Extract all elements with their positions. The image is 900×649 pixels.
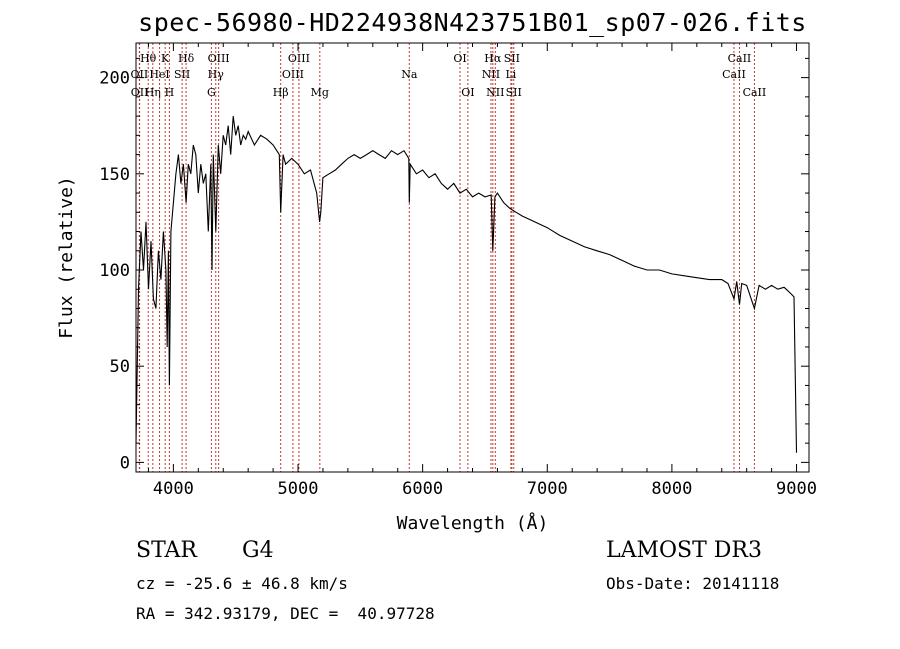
- spectral-line-label: OIII: [282, 68, 304, 81]
- survey-name: LAMOST DR3: [606, 538, 762, 563]
- spectral-line-label: NII: [482, 68, 500, 81]
- spectral-line-label: G: [207, 86, 216, 99]
- spectral-line-label: H: [165, 86, 175, 99]
- spectrum-series-line: [135, 116, 798, 453]
- spectral-line-label: HeI: [149, 68, 169, 81]
- coordinates: RA = 342.93179, DEC = 40.97728: [136, 604, 435, 623]
- chart-title: spec-56980-HD224938N423751B01_sp07-026.f…: [138, 8, 807, 37]
- x-tick-label: 9000: [776, 479, 817, 499]
- y-tick-label: 100: [99, 261, 130, 281]
- object-subclass: G4: [242, 538, 274, 563]
- spectral-line-label: Hα: [484, 52, 502, 65]
- y-tick-label: 200: [99, 69, 130, 89]
- spectral-line-label: NII: [486, 86, 504, 99]
- spectral-line-label: SII: [506, 86, 522, 99]
- redshift-value: cz = -25.6 ± 46.8 km/s: [136, 574, 348, 593]
- spectral-line-label: OIII: [288, 52, 310, 65]
- y-axis-label: Flux (relative): [56, 176, 77, 339]
- spectral-line-label: Hδ: [178, 52, 195, 65]
- spectral-line-label: Mg: [311, 86, 329, 99]
- spectral-line-label: Hη: [145, 86, 161, 99]
- spectral-line-label: OII: [131, 86, 149, 99]
- spectral-line-label: OI: [461, 86, 474, 99]
- spectral-line-labels: Hθ OII OII K HeI Hη SII H Hδ OIII Hγ G OIII OIII Hβ Mg N…: [131, 52, 767, 99]
- spectral-line-label: Hθ: [140, 52, 157, 65]
- spectral-line-label: OI: [453, 52, 466, 65]
- plot-frame: [135, 42, 810, 473]
- spectral-line-label: Hβ: [273, 86, 289, 99]
- axis-ticks: 4000 5000 6000 7000 8000 9000 0 50 100 150 200: [99, 43, 817, 499]
- x-axis-label: Wavelength (Å): [397, 512, 549, 534]
- spectral-line-label: Na: [401, 68, 418, 81]
- y-tick-label: 0: [120, 453, 130, 473]
- spectral-line-label: K: [161, 52, 170, 65]
- x-tick-label: 8000: [651, 479, 692, 499]
- spectral-line-label: CaII: [722, 68, 746, 81]
- spectral-line-label: Li: [505, 68, 516, 81]
- y-tick-label: 150: [99, 165, 130, 185]
- x-tick-label: 5000: [278, 479, 319, 499]
- y-tick-label: 50: [110, 357, 130, 377]
- spectral-line-markers: [138, 43, 755, 472]
- observation-date: Obs-Date: 20141118: [606, 574, 780, 593]
- x-tick-label: 7000: [527, 479, 568, 499]
- spectral-line-label: SII: [504, 52, 520, 65]
- object-class: STAR: [136, 538, 197, 563]
- spectral-line-label: CaII: [743, 86, 767, 99]
- spectral-line-label: OIII: [208, 52, 230, 65]
- x-tick-label: 6000: [402, 479, 443, 499]
- spectral-line-label: SII: [174, 68, 190, 81]
- spectral-line-label: OII: [131, 68, 149, 81]
- spectral-line-label: CaII: [728, 52, 752, 65]
- x-tick-label: 4000: [153, 479, 194, 499]
- spectral-line-label: Hγ: [208, 68, 225, 81]
